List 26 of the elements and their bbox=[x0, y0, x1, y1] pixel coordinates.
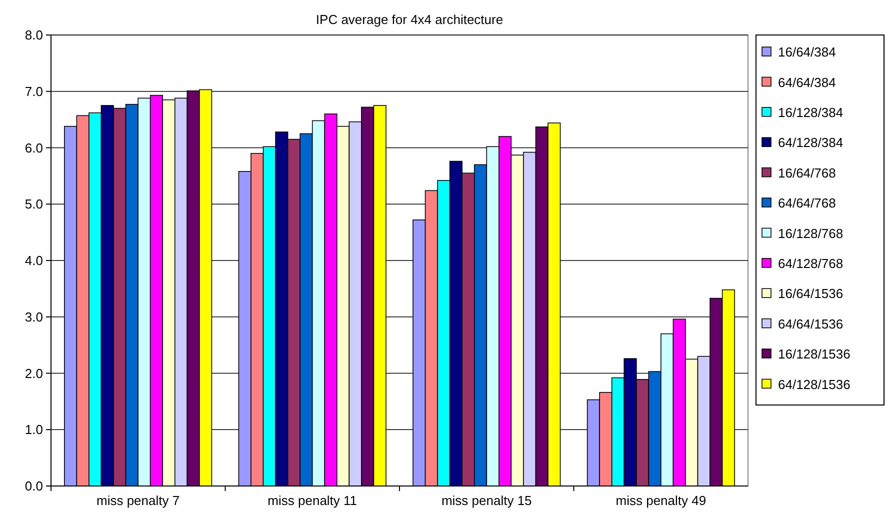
chart-title: IPC average for 4x4 architecture bbox=[316, 12, 504, 27]
x-tick-label: miss penalty 7 bbox=[96, 493, 180, 508]
x-tick-label: miss penalty 11 bbox=[268, 493, 358, 508]
legend-label: 16/128/768 bbox=[778, 226, 844, 241]
y-tick-label: 8.0 bbox=[24, 28, 43, 43]
legend-label: 64/64/1536 bbox=[778, 316, 844, 332]
legend-label: 64/128/768 bbox=[778, 256, 844, 271]
y-tick-label: 5.0 bbox=[24, 196, 43, 212]
x-tick-label: miss penalty 49 bbox=[616, 493, 706, 508]
y-tick-label: 1.0 bbox=[24, 422, 43, 438]
legend-label: 64/64/768 bbox=[778, 196, 836, 211]
legend-label: 64/64/384 bbox=[778, 74, 836, 90]
y-tick-label: 7.0 bbox=[24, 84, 43, 99]
y-tick-label: 3.0 bbox=[24, 309, 43, 324]
y-tick-label: 0.0 bbox=[24, 478, 43, 494]
legend-label: 64/128/384 bbox=[778, 135, 844, 150]
y-tick-label: 2.0 bbox=[24, 366, 43, 381]
x-tick-label: miss penalty 15 bbox=[441, 493, 532, 508]
legend-label: 64/128/1536 bbox=[778, 376, 850, 392]
legend-label: 16/64/1536 bbox=[778, 286, 844, 302]
y-tick-label: 4.0 bbox=[24, 253, 43, 268]
legend-label: 16/128/384 bbox=[778, 104, 844, 120]
legend-label: 16/128/1536 bbox=[778, 346, 850, 362]
y-tick-label: 6.0 bbox=[24, 140, 43, 156]
legend-label: 16/64/384 bbox=[778, 44, 836, 60]
legend-label: 16/64/768 bbox=[778, 165, 836, 180]
